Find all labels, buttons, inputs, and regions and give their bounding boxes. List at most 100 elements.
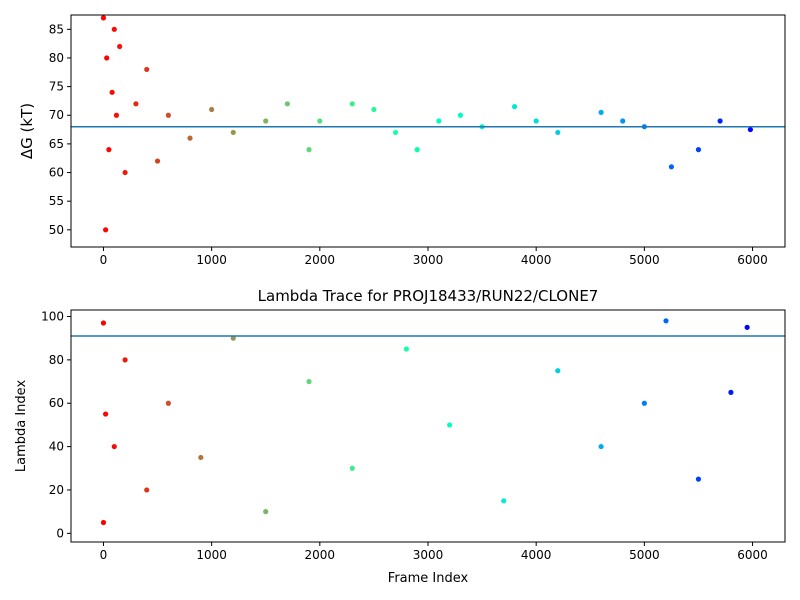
data-point — [620, 118, 626, 124]
data-point — [533, 118, 539, 124]
data-point — [598, 109, 604, 115]
data-point — [117, 43, 123, 50]
x-tick-label: 2000 — [305, 253, 336, 267]
data-point — [717, 118, 723, 124]
x-tick-label: 0 — [100, 253, 108, 267]
data-point — [349, 465, 355, 471]
data-point — [263, 118, 269, 124]
data-point — [695, 476, 702, 482]
y-tick-label: 60 — [49, 396, 64, 410]
y-tick-label: 40 — [49, 440, 64, 454]
data-point — [100, 519, 107, 526]
lambda-x-ticks: 0 1000 2000 3000 4000 5000 6000 — [100, 542, 768, 562]
data-point — [122, 169, 128, 176]
data-point — [511, 104, 518, 110]
data-point — [747, 126, 753, 133]
data-point — [414, 147, 420, 153]
data-point — [104, 55, 110, 61]
data-point — [306, 147, 312, 153]
delta-g-panel: 0 1000 2000 3000 4000 5000 6000 50 55 60 65 70 75 80… — [18, 14, 786, 267]
lambda-panel: Lambda Trace for PROJ18433/RUN22/CLONE7 … — [14, 287, 786, 586]
data-point — [668, 164, 675, 170]
data-point — [555, 129, 561, 136]
x-tick-label: 2000 — [305, 548, 336, 562]
data-point — [555, 368, 561, 374]
data-point — [187, 135, 193, 141]
data-point — [103, 227, 109, 233]
data-point — [457, 112, 464, 118]
x-tick-label: 5000 — [629, 253, 660, 267]
x-tick-label: 3000 — [413, 548, 444, 562]
x-tick-label: 6000 — [737, 548, 768, 562]
data-point — [111, 443, 117, 450]
x-tick-label: 1000 — [196, 253, 227, 267]
y-tick-label: 85 — [49, 22, 64, 36]
delta-g-x-ticks: 0 1000 2000 3000 4000 5000 6000 — [100, 247, 768, 267]
lambda-points — [100, 318, 750, 526]
data-point — [111, 26, 117, 32]
data-point — [100, 320, 107, 326]
delta-g-points — [100, 15, 753, 233]
data-point — [663, 318, 669, 324]
data-point — [371, 106, 377, 113]
x-tick-label: 4000 — [521, 548, 552, 562]
data-point — [198, 454, 204, 461]
lambda-chart-title: Lambda Trace for PROJ18433/RUN22/CLONE7 — [258, 287, 599, 305]
data-point — [144, 487, 150, 493]
data-point — [403, 346, 409, 352]
data-point — [100, 15, 107, 21]
y-tick-label: 100 — [41, 310, 64, 324]
delta-g-axes-frame — [70, 14, 786, 248]
delta-g-y-ticks: 50 55 60 65 70 75 80 85 — [49, 22, 71, 237]
x-tick-label: 5000 — [629, 548, 660, 562]
data-point — [317, 118, 323, 124]
data-point — [230, 129, 236, 136]
data-point — [113, 112, 120, 118]
y-tick-label: 0 — [56, 526, 64, 540]
x-tick-label: 0 — [100, 548, 108, 562]
data-point — [744, 324, 750, 330]
x-tick-label: 6000 — [737, 253, 768, 267]
data-point — [436, 118, 442, 124]
data-point — [284, 101, 290, 107]
data-point — [144, 66, 150, 73]
lambda-x-axis-label: Frame Index — [388, 571, 469, 586]
data-point — [598, 443, 604, 450]
y-tick-label: 20 — [49, 483, 64, 497]
data-point — [641, 400, 647, 406]
data-point — [447, 422, 453, 428]
data-point — [501, 498, 507, 504]
y-tick-label: 60 — [49, 166, 64, 180]
data-point — [306, 378, 312, 385]
data-point — [728, 389, 734, 395]
data-point — [165, 400, 171, 406]
data-point — [154, 158, 161, 164]
lambda-y-axis-label: Lambda Index — [14, 380, 29, 473]
delta-g-y-axis-label: ΔG (kT) — [18, 103, 36, 159]
data-point — [133, 101, 139, 107]
y-tick-label: 70 — [49, 108, 64, 122]
data-point — [263, 509, 269, 515]
y-tick-label: 50 — [49, 223, 64, 237]
y-tick-label: 80 — [49, 51, 64, 65]
data-point — [122, 357, 128, 363]
data-point — [103, 411, 109, 417]
x-tick-label: 4000 — [521, 253, 552, 267]
data-point — [106, 147, 112, 153]
data-point — [230, 335, 236, 341]
x-tick-label: 1000 — [196, 548, 227, 562]
y-tick-label: 75 — [49, 80, 64, 94]
y-tick-label: 65 — [49, 137, 64, 151]
y-tick-label: 80 — [49, 353, 64, 367]
data-point — [349, 101, 355, 107]
data-point — [209, 106, 215, 113]
data-point — [695, 147, 702, 153]
y-tick-label: 55 — [49, 194, 64, 208]
lambda-y-ticks: 0 20 40 60 80 100 — [41, 310, 71, 540]
x-tick-label: 3000 — [413, 253, 444, 267]
data-point — [109, 89, 115, 95]
data-point — [165, 112, 171, 118]
data-point — [392, 129, 399, 136]
lambda-axes-frame — [70, 309, 786, 543]
